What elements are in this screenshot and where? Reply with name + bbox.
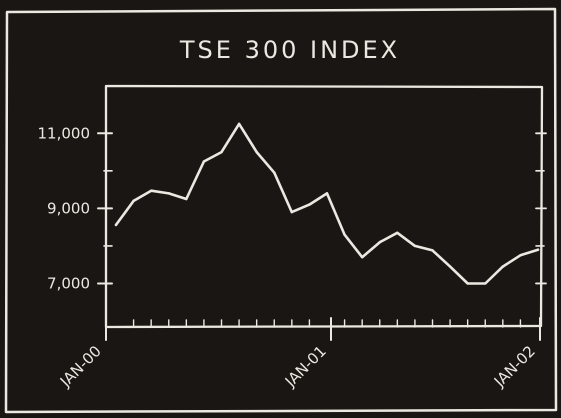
data-point bbox=[360, 255, 364, 259]
data-point bbox=[202, 160, 206, 163]
y-tick-label: 9,000 bbox=[47, 199, 90, 217]
data-point bbox=[431, 249, 434, 252]
series-layer bbox=[114, 122, 540, 285]
data-point bbox=[413, 244, 417, 248]
data-point bbox=[290, 210, 294, 214]
data-point bbox=[448, 265, 452, 268]
data-point bbox=[501, 265, 505, 268]
data-point bbox=[308, 203, 311, 206]
data-point bbox=[536, 248, 540, 251]
data-point bbox=[325, 192, 329, 195]
data-point bbox=[114, 223, 118, 227]
y-tick-label: 7,000 bbox=[47, 274, 90, 292]
x-tick-label: JAN-02 bbox=[490, 342, 539, 391]
chart-title: TSE 300 INDEX bbox=[179, 36, 400, 64]
data-point bbox=[220, 150, 223, 154]
plot-frame bbox=[104, 84, 544, 329]
x-tick-label: JAN-00 bbox=[56, 342, 105, 391]
data-point bbox=[378, 240, 381, 244]
data-point bbox=[167, 192, 170, 195]
x-axis: JAN-00 JAN-01 JAN-02 bbox=[56, 317, 541, 391]
data-point bbox=[343, 233, 346, 236]
data-point bbox=[185, 197, 188, 201]
data-point bbox=[237, 122, 241, 126]
series-line bbox=[114, 122, 540, 285]
data-point bbox=[255, 150, 258, 154]
y-tick-label: 11,000 bbox=[38, 124, 91, 142]
y-axis: 11,000 9,000 7,000 bbox=[38, 124, 547, 292]
minor-ticks bbox=[132, 319, 522, 328]
data-point bbox=[484, 282, 487, 285]
data-point bbox=[396, 231, 399, 234]
data-point bbox=[149, 189, 153, 192]
outer-frame bbox=[4, 7, 558, 414]
data-point bbox=[519, 254, 522, 257]
data-point bbox=[466, 282, 469, 285]
data-point bbox=[132, 199, 135, 203]
data-point bbox=[273, 171, 276, 174]
x-tick-label: JAN-01 bbox=[281, 342, 330, 391]
